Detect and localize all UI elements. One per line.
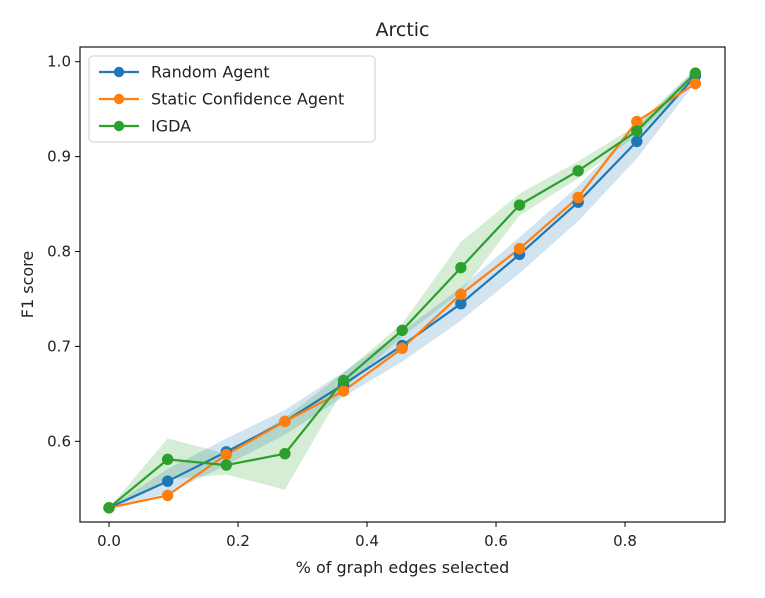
series-markers	[103, 67, 702, 514]
x-axis: 0.0 0.2 0.4 0.6 0.8	[97, 522, 637, 550]
chart-title: Arctic	[375, 19, 429, 41]
data-point	[631, 135, 643, 148]
y-tick-label: 0.7	[47, 337, 71, 355]
confidence-bands	[109, 68, 696, 508]
data-point	[689, 77, 702, 90]
data-point	[689, 67, 702, 79]
data-point	[279, 415, 291, 428]
data-point	[455, 288, 467, 300]
x-tick-label: 0.2	[226, 532, 250, 550]
y-axis-label: F1 score	[18, 251, 37, 318]
y-tick-label: 0.8	[47, 243, 71, 261]
legend-marker	[113, 120, 125, 132]
y-tick-label: 0.6	[47, 432, 71, 450]
legend-label: Random Agent	[151, 63, 270, 82]
data-point	[631, 115, 643, 128]
x-tick-label: 0.0	[97, 532, 121, 550]
data-point	[220, 448, 232, 461]
data-point	[455, 298, 467, 310]
data-point	[279, 447, 291, 460]
y-axis: 0.6 0.7 0.8 0.9 1.0	[47, 53, 80, 450]
data-point	[220, 459, 232, 471]
legend-marker	[113, 93, 125, 105]
legend-label: Static Confidence Agent	[151, 90, 344, 109]
x-tick-label: 0.8	[613, 532, 637, 550]
plot-frame	[79, 46, 726, 523]
data-point	[513, 199, 526, 211]
data-point	[161, 475, 174, 487]
x-tick-label: 0.4	[355, 532, 379, 550]
y-tick-label: 1.0	[47, 53, 71, 71]
data-point	[631, 125, 643, 137]
legend-box	[88, 55, 376, 143]
data-point	[337, 374, 350, 387]
legend-label: IGDA	[151, 117, 191, 136]
x-tick-label: 0.6	[484, 532, 508, 550]
data-point	[396, 342, 408, 355]
data-point	[572, 165, 584, 177]
x-axis-label: % of graph edges selected	[296, 558, 510, 577]
data-point	[513, 242, 526, 255]
data-point	[103, 502, 115, 514]
legend-marker	[113, 66, 125, 78]
data-point	[572, 191, 584, 204]
data-point	[396, 324, 408, 336]
data-point	[161, 489, 174, 502]
confidence-band	[109, 68, 696, 508]
data-point	[337, 385, 350, 397]
y-tick-label: 0.9	[47, 148, 71, 166]
data-point	[455, 261, 467, 274]
data-point	[161, 453, 174, 466]
legend: Random Agent Static Confidence Agent IGDA	[88, 55, 376, 143]
